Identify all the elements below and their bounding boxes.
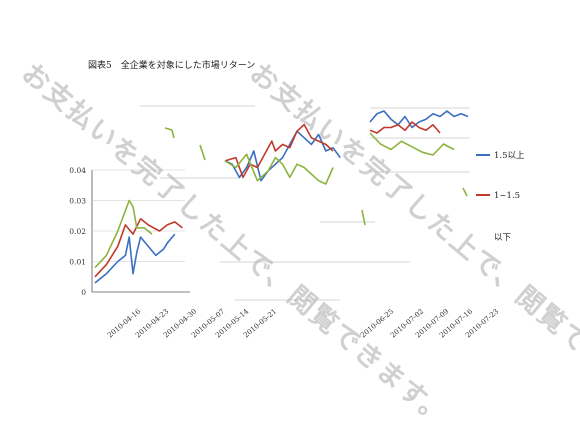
- series-line: [369, 121, 441, 134]
- series-line: [94, 233, 176, 284]
- chart-title: 図表5 全企業を対象にした市場リターン: [88, 59, 255, 71]
- series-line: [224, 123, 334, 179]
- legend-label: 1~1.5: [494, 191, 520, 201]
- stray-stroke: [164, 127, 173, 131]
- series-line: [94, 218, 183, 278]
- series-line: [369, 110, 469, 129]
- legend-label: 1.5以上: [494, 151, 525, 161]
- stray-stroke: [361, 209, 366, 226]
- chart-stage: 図表5 全企業を対象にした市場リターン 00.010.020.030.04201…: [69, 59, 525, 340]
- series-line: [94, 199, 153, 269]
- stray-stroke: [199, 144, 206, 161]
- series-line: [369, 132, 455, 156]
- y-tick-label: 0.04: [69, 166, 86, 175]
- y-tick-label: 0.02: [69, 227, 86, 236]
- y-tick-label: 0.01: [69, 258, 86, 267]
- legend-label-partial: 以下: [494, 233, 512, 243]
- y-tick-label: 0.03: [69, 197, 86, 206]
- stray-stroke: [171, 129, 175, 139]
- y-tick-label: 0: [81, 288, 86, 297]
- series-line: [224, 130, 341, 182]
- series-line: [224, 153, 334, 185]
- stray-stroke: [462, 187, 468, 197]
